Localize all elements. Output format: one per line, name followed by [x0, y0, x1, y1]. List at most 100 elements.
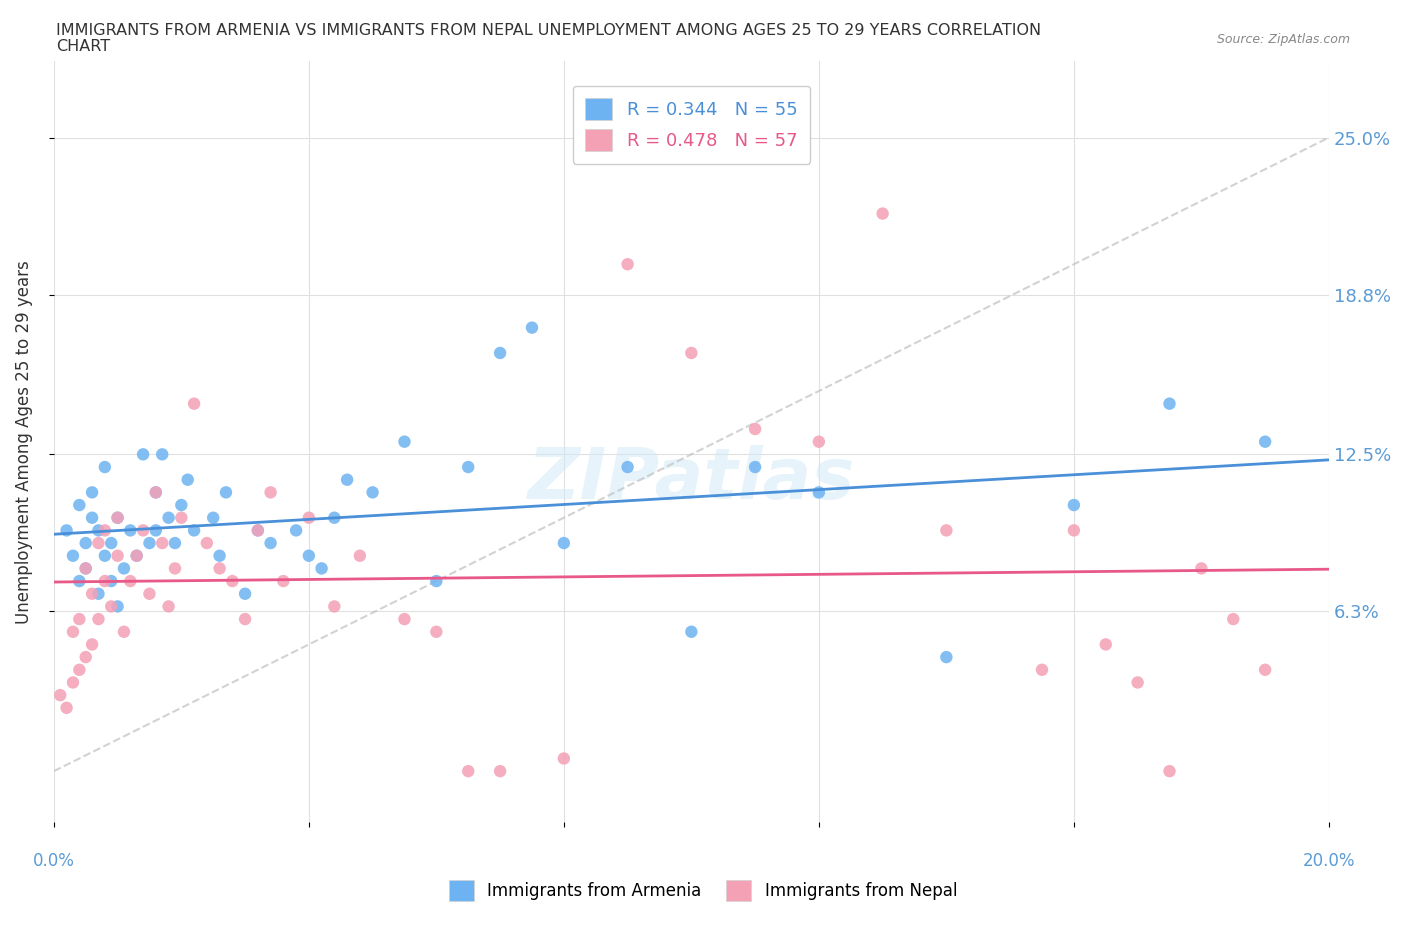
Legend: Immigrants from Armenia, Immigrants from Nepal: Immigrants from Armenia, Immigrants from… — [437, 869, 969, 912]
Point — [94, 549, 117, 564]
Point — [67, 574, 90, 589]
Point — [807, 434, 830, 449]
Point — [107, 549, 129, 564]
Text: ZIPatlas: ZIPatlas — [527, 445, 855, 514]
Point — [100, 536, 122, 551]
Point — [681, 346, 703, 361]
Point — [62, 675, 84, 690]
Point — [120, 574, 142, 589]
Point — [1063, 498, 1085, 512]
Point — [94, 523, 117, 538]
Point — [107, 599, 129, 614]
Point — [62, 624, 84, 639]
Point — [425, 574, 447, 589]
Point — [744, 421, 766, 436]
Point — [1063, 523, 1085, 538]
Point — [681, 624, 703, 639]
Point — [138, 536, 160, 551]
Point — [67, 498, 90, 512]
Point — [489, 764, 512, 778]
Point — [67, 612, 90, 627]
Point — [553, 536, 575, 551]
Point — [80, 511, 103, 525]
Point — [221, 574, 243, 589]
Point — [323, 599, 346, 614]
Point — [145, 485, 167, 499]
Point — [94, 574, 117, 589]
Point — [1254, 434, 1277, 449]
Point — [233, 612, 256, 627]
Text: IMMIGRANTS FROM ARMENIA VS IMMIGRANTS FROM NEPAL UNEMPLOYMENT AMONG AGES 25 TO 2: IMMIGRANTS FROM ARMENIA VS IMMIGRANTS FR… — [56, 23, 1042, 38]
Point — [107, 511, 129, 525]
Legend: R = 0.344   N = 55, R = 0.478   N = 57: R = 0.344 N = 55, R = 0.478 N = 57 — [572, 86, 810, 164]
Point — [150, 447, 173, 462]
Point — [215, 485, 238, 499]
Point — [183, 523, 205, 538]
Point — [195, 536, 218, 551]
Point — [553, 751, 575, 766]
Point — [80, 637, 103, 652]
Text: 0.0%: 0.0% — [32, 852, 75, 870]
Text: CHART: CHART — [56, 39, 110, 54]
Point — [425, 624, 447, 639]
Point — [150, 536, 173, 551]
Point — [349, 549, 371, 564]
Point — [298, 549, 321, 564]
Point — [75, 536, 97, 551]
Point — [273, 574, 295, 589]
Point — [163, 536, 186, 551]
Point — [145, 485, 167, 499]
Point — [75, 561, 97, 576]
Point — [87, 586, 110, 601]
Point — [80, 485, 103, 499]
Point — [246, 523, 269, 538]
Point — [100, 599, 122, 614]
Point — [208, 561, 231, 576]
Point — [872, 206, 894, 221]
Point — [311, 561, 333, 576]
Point — [208, 549, 231, 564]
Point — [1222, 612, 1244, 627]
Point — [107, 511, 129, 525]
Point — [202, 511, 225, 525]
Point — [336, 472, 359, 487]
Point — [1254, 662, 1277, 677]
Point — [138, 586, 160, 601]
Point — [94, 459, 117, 474]
Point — [394, 612, 416, 627]
Point — [1094, 637, 1116, 652]
Text: Source: ZipAtlas.com: Source: ZipAtlas.com — [1216, 33, 1350, 46]
Point — [87, 612, 110, 627]
Point — [457, 764, 479, 778]
Point — [285, 523, 308, 538]
Point — [157, 511, 180, 525]
Point — [120, 523, 142, 538]
Point — [394, 434, 416, 449]
Point — [361, 485, 384, 499]
Point — [1159, 764, 1181, 778]
Point — [807, 485, 830, 499]
Point — [183, 396, 205, 411]
Point — [323, 511, 346, 525]
Point — [259, 485, 281, 499]
Point — [744, 459, 766, 474]
Point — [157, 599, 180, 614]
Point — [616, 459, 638, 474]
Point — [298, 511, 321, 525]
Point — [1159, 396, 1181, 411]
Point — [100, 574, 122, 589]
Point — [125, 549, 148, 564]
Point — [132, 447, 155, 462]
Point — [233, 586, 256, 601]
Text: 20.0%: 20.0% — [1302, 852, 1355, 870]
Point — [1189, 561, 1212, 576]
Point — [163, 561, 186, 576]
Point — [87, 523, 110, 538]
Point — [177, 472, 200, 487]
Point — [132, 523, 155, 538]
Point — [145, 523, 167, 538]
Point — [55, 700, 77, 715]
Point — [935, 650, 957, 665]
Point — [55, 523, 77, 538]
Point — [170, 511, 193, 525]
